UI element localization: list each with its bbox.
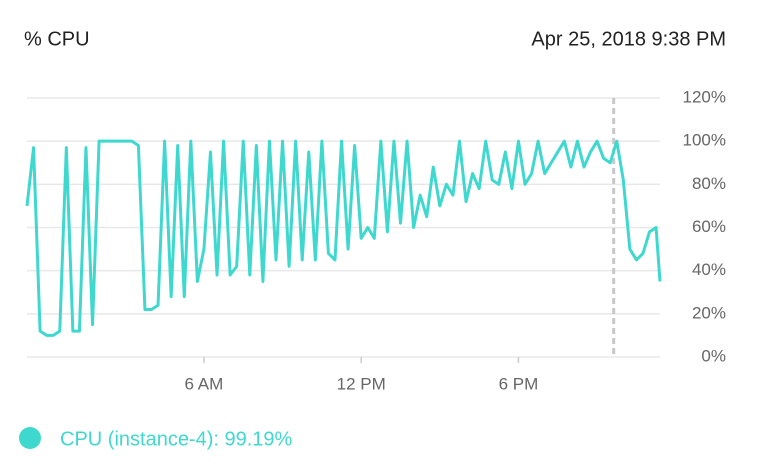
x-tick-label: 6 PM — [499, 374, 539, 393]
y-tick-label: 80% — [692, 174, 726, 193]
y-tick-label: 120% — [683, 87, 726, 106]
cpu-line — [25, 139, 662, 337]
y-tick-label: 40% — [692, 260, 726, 279]
legend-swatch — [19, 427, 41, 449]
y-tick-label: 60% — [692, 217, 726, 236]
y-tick-label: 20% — [692, 303, 726, 322]
legend-label: CPU (instance-4): 99.19% — [60, 428, 293, 450]
chart-title: % CPU — [24, 28, 90, 50]
y-tick-label: 100% — [683, 131, 726, 150]
x-tick-label: 6 AM — [185, 374, 224, 393]
x-tick-label: 12 PM — [337, 374, 386, 393]
y-tick-label: 0% — [701, 346, 726, 365]
cursor-time: Apr 25, 2018 9:38 PM — [531, 28, 726, 50]
